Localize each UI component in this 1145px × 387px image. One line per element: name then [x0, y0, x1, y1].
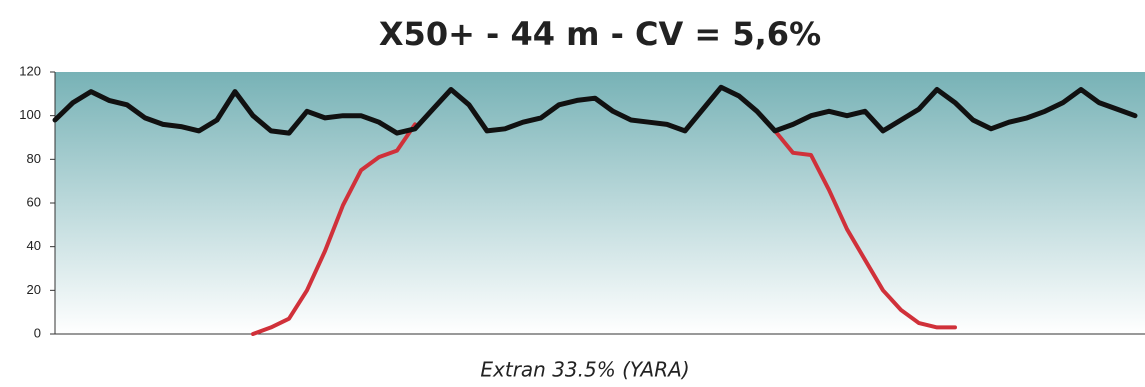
y-tick-label: 120 [19, 63, 41, 78]
y-tick-label: 20 [27, 282, 41, 297]
y-tick-label: 40 [27, 238, 41, 253]
line-series [52, 84, 1138, 136]
chart-title: X50+ - 44 m - CV = 5,6% [379, 15, 821, 53]
y-tick-label: 60 [27, 194, 41, 209]
plot-background [55, 72, 1145, 334]
line-series [251, 122, 957, 336]
y-tick-label: 100 [19, 107, 41, 122]
x-axis-label: Extran 33.5% (YARA) [480, 358, 689, 382]
y-tick-label: 0 [34, 325, 41, 340]
y-tick-label: 80 [27, 151, 41, 166]
